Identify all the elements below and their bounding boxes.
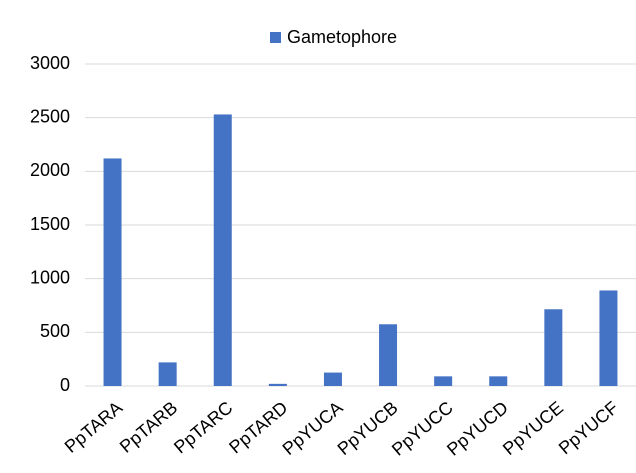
bar	[323, 372, 342, 386]
bar	[489, 376, 508, 386]
bar	[434, 376, 453, 386]
y-tick-label: 2000	[30, 160, 70, 180]
legend-swatch	[270, 32, 281, 43]
bar	[544, 309, 563, 386]
x-tick-label: PpYUCF	[555, 397, 622, 458]
x-tick-label: PpTARB	[116, 397, 181, 456]
bar	[379, 324, 398, 386]
x-tick-label: PpYUCD	[443, 397, 512, 459]
x-tick-label: PpYUCC	[388, 397, 457, 459]
x-tick-label: PpTARC	[170, 397, 236, 457]
y-tick-label: 3000	[30, 53, 70, 73]
bar	[103, 158, 122, 386]
bar	[213, 114, 232, 387]
x-tick-label: PpYUCE	[499, 397, 567, 459]
y-tick-label: 2500	[30, 106, 70, 126]
y-tick-label: 1500	[30, 214, 70, 234]
y-tick-label: 0	[60, 375, 70, 395]
bar	[599, 290, 618, 386]
legend-label: Gametophore	[287, 27, 397, 47]
y-tick-label: 500	[40, 321, 70, 341]
x-tick-label: PpYUCA	[279, 397, 347, 459]
bar	[158, 362, 177, 386]
x-tick-label: PpTARA	[61, 397, 126, 456]
y-tick-label: 1000	[30, 267, 70, 287]
bar	[268, 383, 287, 386]
